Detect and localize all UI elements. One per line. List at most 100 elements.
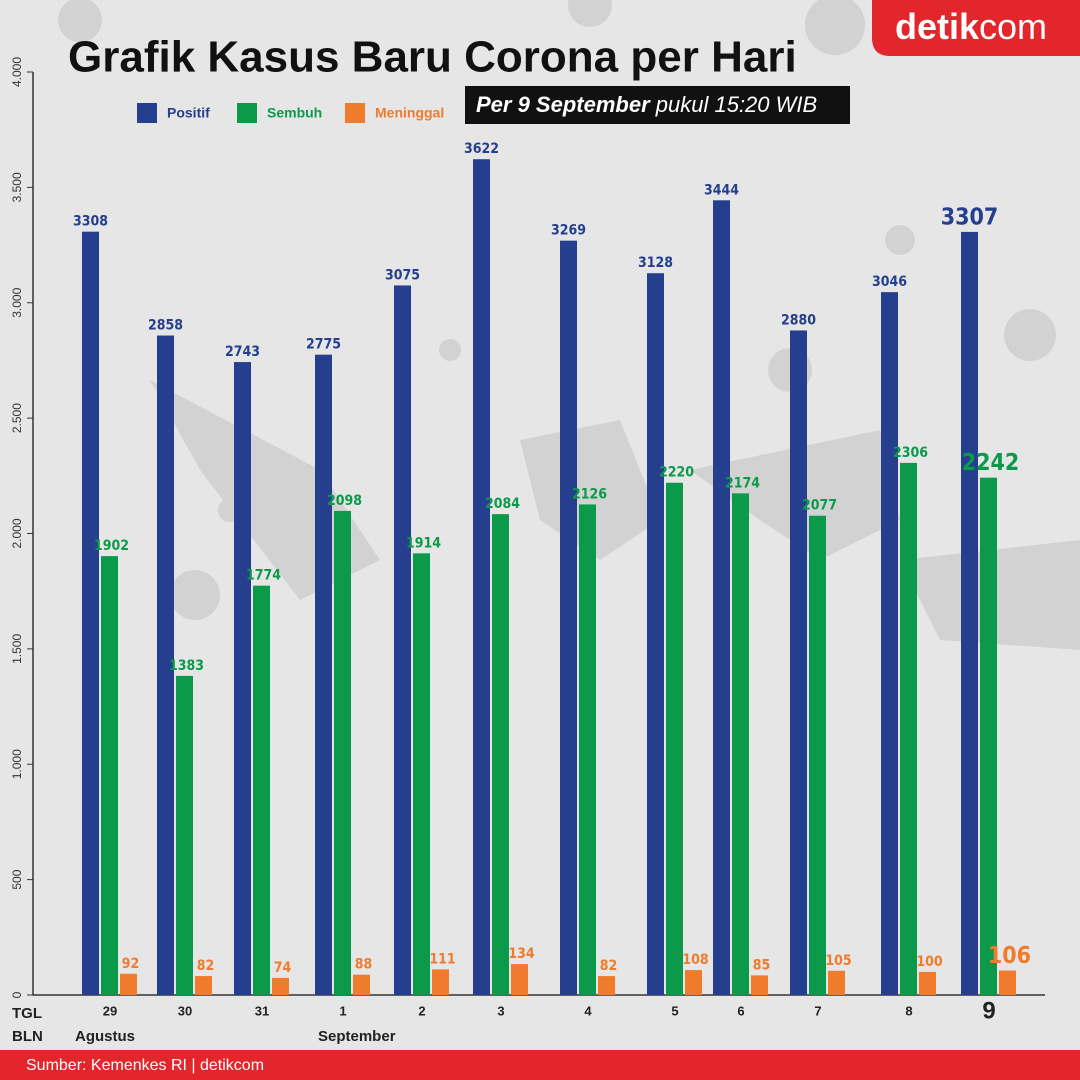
bar	[980, 477, 997, 995]
bar	[315, 354, 332, 995]
legend-label: Positif	[167, 105, 210, 121]
x-tick-label: 30	[178, 1003, 192, 1018]
value-label: 3308	[73, 214, 108, 230]
y-tick-label: 3.000	[10, 287, 24, 317]
value-label: 88	[355, 957, 373, 973]
row-label: BLN	[12, 1028, 43, 1045]
brand: detikcom	[895, 6, 1047, 47]
bar	[253, 585, 270, 995]
row-label: TGL	[12, 1005, 42, 1022]
legend-swatch	[137, 103, 157, 123]
brand-bold: detik	[895, 6, 980, 47]
x-tick-label: 7	[814, 1003, 821, 1018]
source: Sumber: Kemenkes RI | detikcom	[26, 1057, 264, 1074]
legend-swatch	[345, 103, 365, 123]
value-label: 3307	[941, 204, 999, 230]
bar	[82, 231, 99, 995]
x-tick-label: 31	[255, 1003, 269, 1018]
bar	[511, 964, 528, 995]
value-label: 3269	[551, 223, 586, 239]
bar	[919, 971, 936, 995]
value-label: 3622	[464, 141, 499, 157]
x-tick-label: 6	[737, 1003, 744, 1018]
bar	[999, 970, 1016, 995]
brand-box	[872, 0, 1080, 56]
subtitle: Per 9 September pukul 15:20 WIB	[476, 92, 817, 117]
legend-label: Meninggal	[375, 105, 444, 121]
y-tick-label: 2.500	[10, 403, 24, 433]
value-label: 2743	[225, 344, 260, 360]
value-label: 2174	[725, 475, 760, 491]
bar	[432, 969, 449, 995]
bar	[685, 970, 702, 995]
bar	[961, 231, 978, 996]
value-label: 74	[274, 960, 292, 976]
bar	[598, 976, 615, 995]
value-label: 1914	[406, 535, 441, 551]
bar	[195, 976, 212, 995]
x-tick-label: 29	[103, 1003, 117, 1018]
legend-swatch	[237, 103, 257, 123]
value-label: 92	[122, 956, 140, 972]
bar	[828, 970, 845, 995]
bar	[881, 292, 898, 995]
value-label: 1774	[246, 568, 281, 584]
footer-bar	[0, 1050, 1080, 1080]
value-label: 3075	[385, 267, 420, 283]
bar	[157, 335, 174, 996]
value-label: 2098	[327, 493, 362, 509]
value-label: 2775	[306, 337, 341, 353]
bar	[560, 240, 577, 996]
value-label: 3444	[704, 182, 739, 198]
x-tick-label: 8	[905, 1003, 912, 1018]
subtitle-box	[465, 86, 850, 124]
value-label: 2077	[802, 498, 837, 514]
bar	[413, 553, 430, 995]
x-tick-label: 1	[339, 1003, 346, 1018]
value-label: 106	[988, 943, 1031, 969]
value-label: 2220	[659, 465, 694, 481]
value-label: 2126	[572, 486, 607, 502]
brand-rest: com	[979, 6, 1047, 47]
value-label: 111	[429, 951, 455, 967]
bar	[353, 974, 370, 995]
value-label: 1383	[169, 658, 204, 674]
subtitle-rest: pukul 15:20 WIB	[655, 92, 817, 117]
x-tick-label: 2	[418, 1003, 425, 1018]
bar	[120, 973, 137, 995]
value-label: 82	[197, 958, 215, 974]
month-label: September	[318, 1028, 396, 1045]
bar	[732, 493, 749, 995]
bar	[809, 515, 826, 995]
bar	[473, 159, 490, 995]
month-label: Agustus	[75, 1028, 135, 1045]
bar	[394, 285, 411, 996]
x-tick-label: 3	[497, 1003, 504, 1018]
y-tick-label: 1.500	[10, 634, 24, 664]
value-label: 2306	[893, 445, 928, 461]
bar	[647, 273, 664, 995]
value-label: 85	[753, 957, 771, 973]
value-label: 3046	[872, 274, 907, 290]
legend-label: Sembuh	[267, 105, 322, 121]
value-label: 2858	[148, 318, 183, 334]
x-tick-label: 9	[982, 997, 995, 1024]
y-tick-label: 1.000	[10, 749, 24, 779]
bar	[272, 977, 289, 995]
value-label: 2242	[962, 450, 1020, 476]
bar	[900, 462, 917, 995]
y-tick-label: 500	[10, 869, 24, 889]
value-label: 1902	[94, 538, 129, 554]
value-label: 82	[600, 958, 618, 974]
x-tick-label: 5	[671, 1003, 678, 1018]
bar	[579, 504, 596, 995]
bar	[176, 675, 193, 995]
value-label: 105	[825, 953, 851, 969]
bar	[234, 362, 251, 996]
y-tick-label: 3.500	[10, 172, 24, 202]
y-tick-label: 0	[10, 991, 24, 998]
bar	[334, 510, 351, 995]
subtitle-bold: Per 9 September	[476, 92, 651, 117]
